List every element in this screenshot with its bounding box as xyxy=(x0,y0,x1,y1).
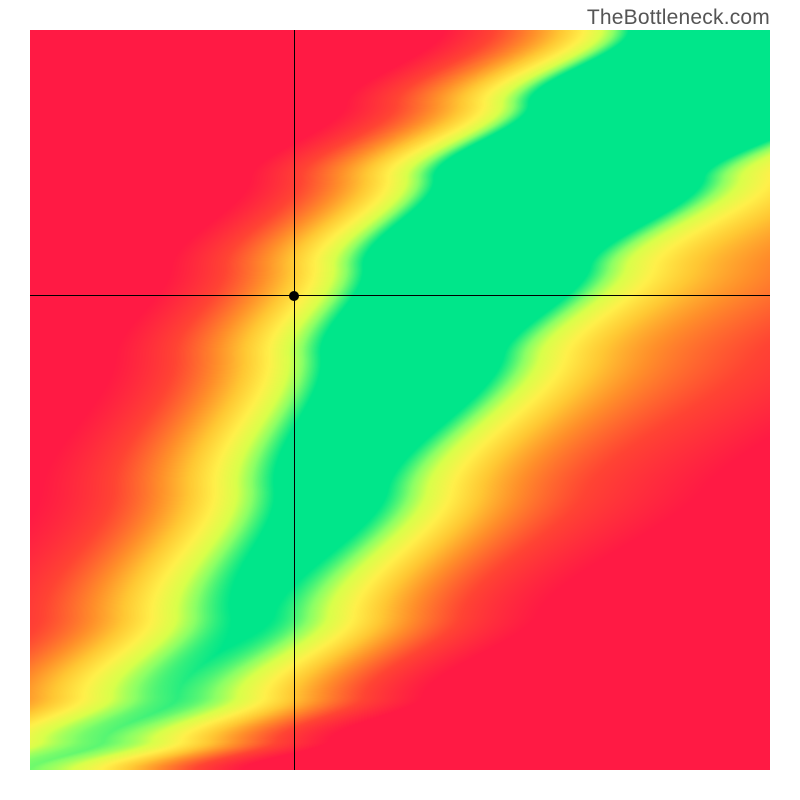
watermark-text: TheBottleneck.com xyxy=(587,6,770,30)
heatmap-canvas xyxy=(30,30,770,770)
plot-area xyxy=(30,30,770,770)
chart-container: TheBottleneck.com xyxy=(0,0,800,800)
crosshair-vertical xyxy=(294,30,295,770)
crosshair-marker xyxy=(289,291,299,301)
crosshair-horizontal xyxy=(30,295,770,296)
